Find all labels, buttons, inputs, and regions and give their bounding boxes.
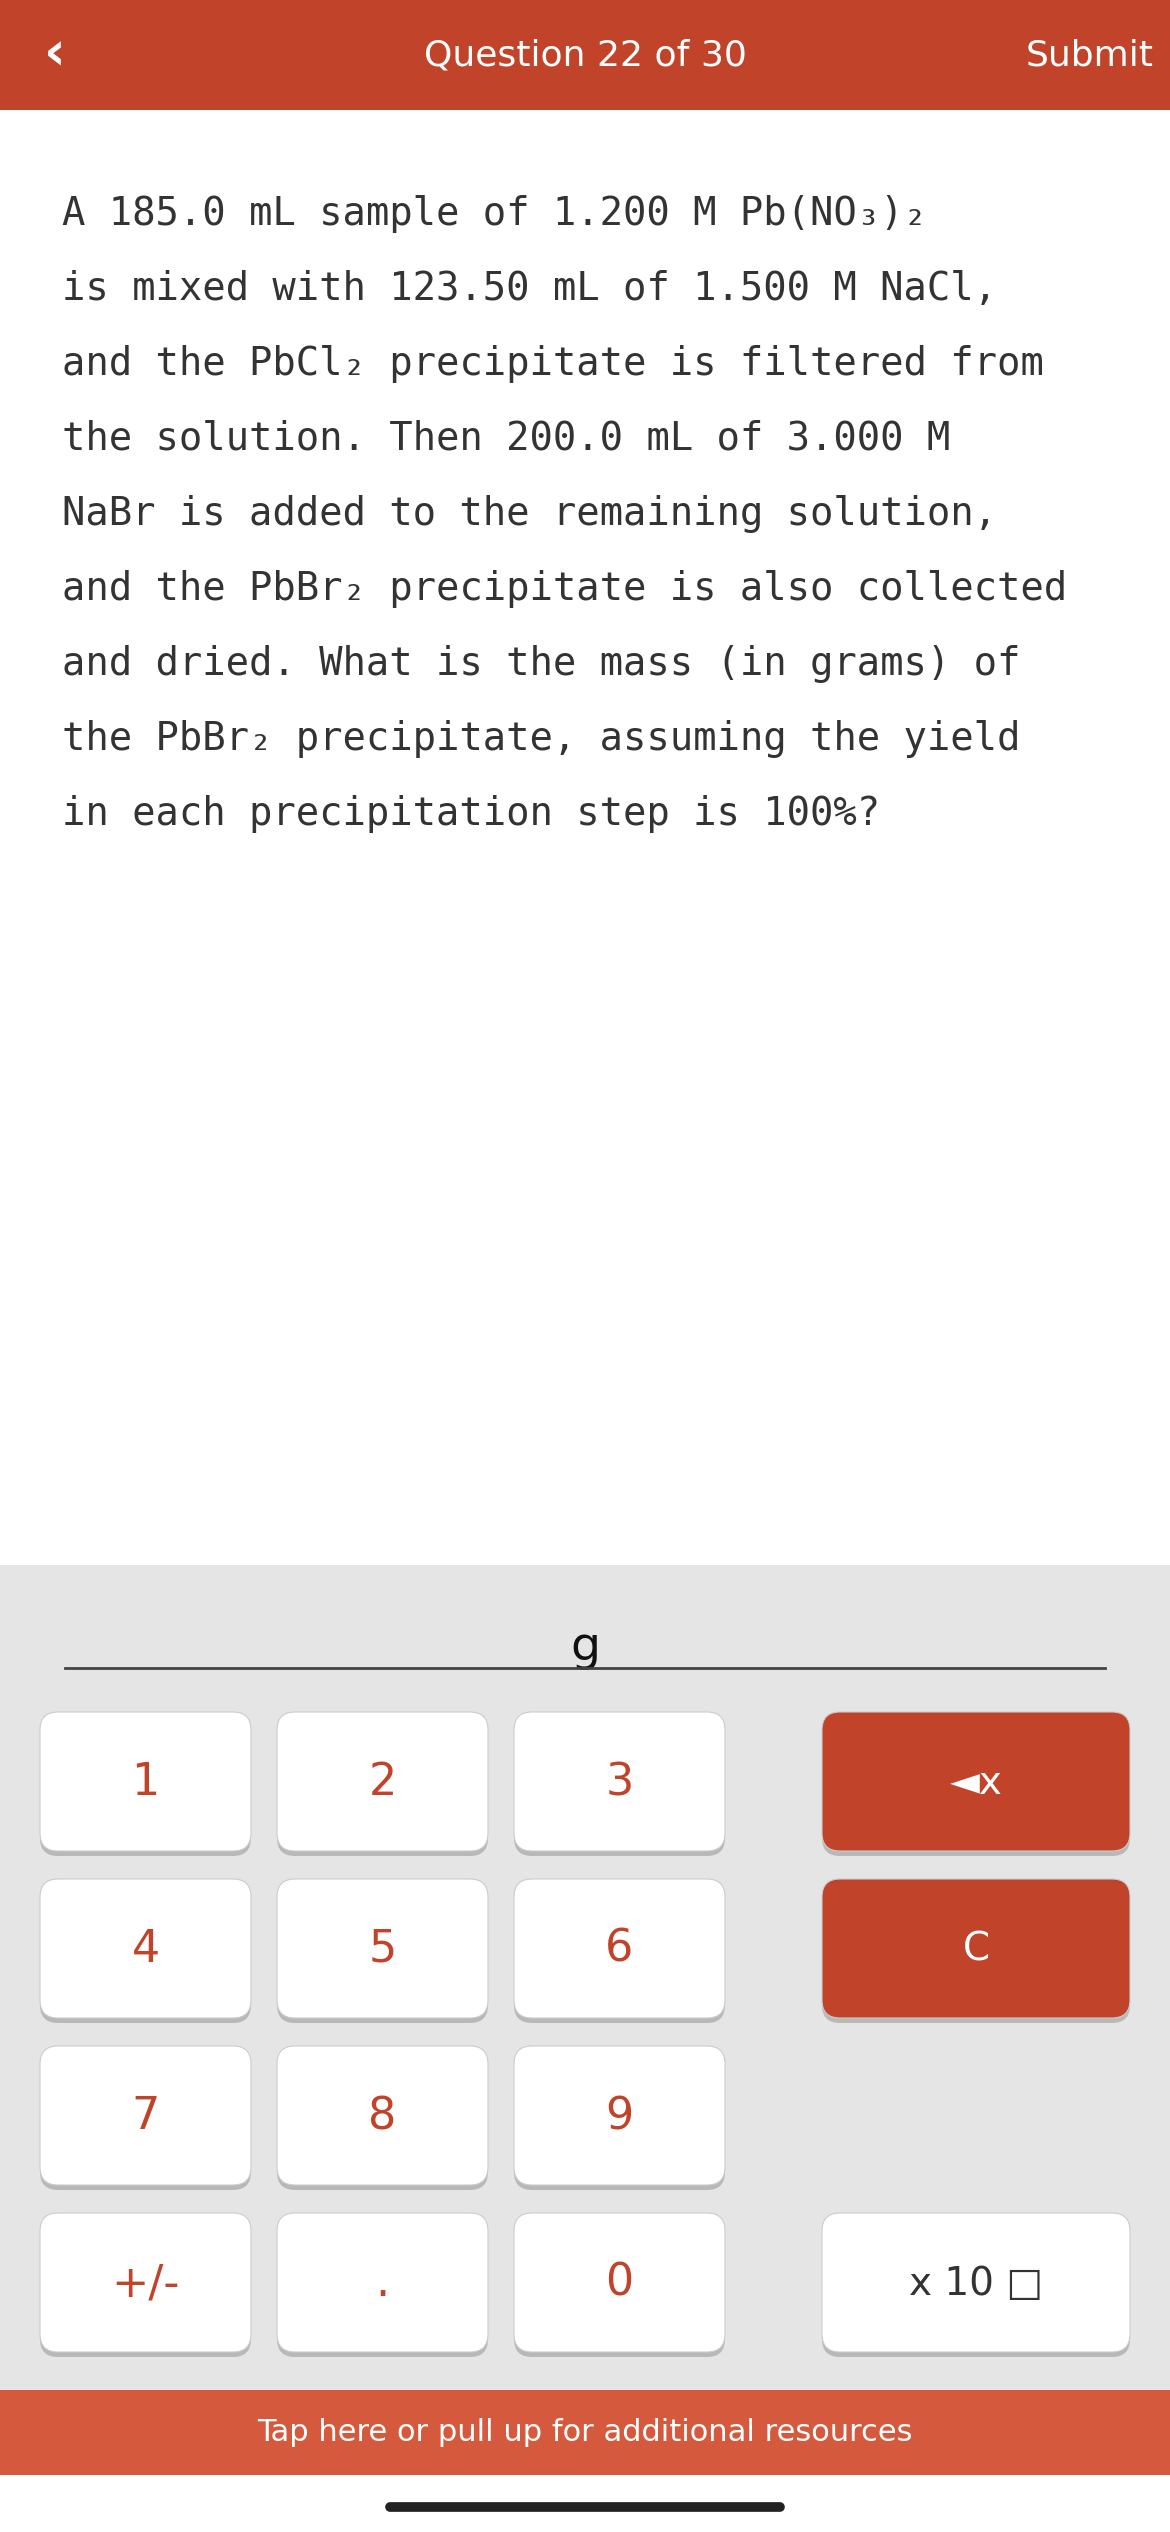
Text: Question 22 of 30: Question 22 of 30	[424, 38, 746, 71]
Text: g: g	[570, 1626, 600, 1671]
Text: 4: 4	[131, 1927, 159, 1970]
Text: Tap here or pull up for additional resources: Tap here or pull up for additional resou…	[257, 2418, 913, 2446]
FancyBboxPatch shape	[514, 1881, 725, 2023]
FancyBboxPatch shape	[514, 2213, 725, 2352]
FancyBboxPatch shape	[40, 2216, 252, 2357]
Text: 7: 7	[131, 2094, 159, 2137]
FancyBboxPatch shape	[40, 2046, 252, 2185]
FancyBboxPatch shape	[823, 1881, 1130, 2023]
FancyBboxPatch shape	[0, 2390, 1170, 2474]
FancyBboxPatch shape	[514, 1714, 725, 1856]
FancyBboxPatch shape	[823, 1714, 1130, 1856]
Text: the solution. Then 200.0 mL of 3.000 M: the solution. Then 200.0 mL of 3.000 M	[62, 420, 950, 458]
FancyBboxPatch shape	[823, 2216, 1130, 2357]
FancyBboxPatch shape	[0, 1565, 1170, 2390]
FancyBboxPatch shape	[277, 1714, 488, 1856]
FancyBboxPatch shape	[277, 1712, 488, 1851]
Text: +/-: +/-	[111, 2261, 180, 2304]
FancyBboxPatch shape	[277, 1881, 488, 2023]
Text: and the PbBr₂ precipitate is also collected: and the PbBr₂ precipitate is also collec…	[62, 570, 1067, 608]
FancyBboxPatch shape	[514, 2048, 725, 2190]
Text: x 10 □: x 10 □	[909, 2264, 1044, 2302]
Text: ‹: ‹	[44, 28, 66, 81]
FancyBboxPatch shape	[277, 2216, 488, 2357]
FancyBboxPatch shape	[823, 2213, 1130, 2352]
Text: C: C	[963, 1929, 990, 1967]
Text: and the PbCl₂ precipitate is filtered from: and the PbCl₂ precipitate is filtered fr…	[62, 344, 1044, 382]
FancyBboxPatch shape	[823, 1879, 1130, 2018]
Text: .: .	[376, 2261, 390, 2304]
FancyBboxPatch shape	[0, 0, 1170, 109]
FancyBboxPatch shape	[514, 1879, 725, 2018]
Text: in each precipitation step is 100%?: in each precipitation step is 100%?	[62, 795, 880, 833]
FancyBboxPatch shape	[514, 2046, 725, 2185]
Text: 2: 2	[369, 1760, 397, 1803]
Text: 3: 3	[605, 1760, 634, 1803]
Text: and dried. What is the mass (in grams) of: and dried. What is the mass (in grams) o…	[62, 646, 1020, 684]
FancyBboxPatch shape	[277, 2048, 488, 2190]
Text: the PbBr₂ precipitate, assuming the yield: the PbBr₂ precipitate, assuming the yiel…	[62, 719, 1020, 757]
FancyBboxPatch shape	[40, 2048, 252, 2190]
FancyBboxPatch shape	[823, 1712, 1130, 1851]
Text: is mixed with 123.50 mL of 1.500 M NaCl,: is mixed with 123.50 mL of 1.500 M NaCl,	[62, 271, 997, 309]
Text: 1: 1	[131, 1760, 159, 1803]
FancyBboxPatch shape	[277, 1879, 488, 2018]
FancyBboxPatch shape	[277, 2213, 488, 2352]
FancyBboxPatch shape	[40, 1881, 252, 2023]
FancyBboxPatch shape	[40, 1714, 252, 1856]
FancyBboxPatch shape	[277, 2046, 488, 2185]
Text: 5: 5	[369, 1927, 397, 1970]
FancyBboxPatch shape	[40, 1879, 252, 2018]
FancyBboxPatch shape	[40, 2213, 252, 2352]
Text: 6: 6	[605, 1927, 634, 1970]
FancyBboxPatch shape	[514, 2216, 725, 2357]
Text: A 185.0 mL sample of 1.200 M Pb(NO₃)₂: A 185.0 mL sample of 1.200 M Pb(NO₃)₂	[62, 195, 927, 233]
FancyBboxPatch shape	[40, 1712, 252, 1851]
Text: NaBr is added to the remaining solution,: NaBr is added to the remaining solution,	[62, 494, 997, 534]
Text: 8: 8	[369, 2094, 397, 2137]
Text: ◄x: ◄x	[950, 1762, 1003, 1800]
Text: 9: 9	[605, 2094, 634, 2137]
Text: Submit: Submit	[1026, 38, 1154, 71]
FancyBboxPatch shape	[514, 1712, 725, 1851]
Text: 0: 0	[605, 2261, 634, 2304]
